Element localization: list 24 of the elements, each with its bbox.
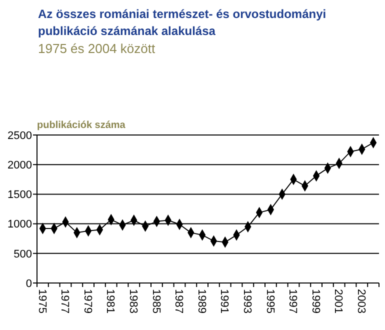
x-tick-label: 1977 — [58, 289, 71, 314]
x-tick-label: 2001 — [332, 289, 344, 314]
x-tick-label: 1991 — [218, 289, 230, 314]
chart-subtitle: 1975 és 2004 között — [38, 41, 156, 56]
x-tick-label: 1989 — [195, 289, 208, 314]
x-tick-label: 1975 — [36, 289, 48, 314]
chart-title: Az összes romániai természet- és orvostudományi publikáció számának alakulása — [38, 7, 326, 38]
x-tick-label: 1987 — [172, 289, 185, 314]
y-tick-label: 0 — [26, 278, 32, 290]
x-tick-label: 1981 — [104, 289, 116, 314]
x-tick-label: 1995 — [264, 289, 276, 314]
x-tick-label: 1985 — [150, 289, 162, 314]
y-tick-label: 500 — [14, 248, 32, 260]
y-tick-label: 2500 — [8, 130, 32, 142]
x-tick-label: 2003 — [355, 289, 368, 314]
x-tick-label: 1979 — [81, 289, 94, 314]
y-tick-label: 1500 — [8, 189, 32, 202]
x-tick-label: 1983 — [127, 289, 140, 314]
x-tick-label: 1997 — [286, 289, 299, 314]
y-tick-label: 1000 — [8, 218, 32, 231]
y-tick-label: 2000 — [8, 159, 32, 172]
x-tick-label: 1993 — [241, 289, 254, 314]
y-axis-title: publikációk száma — [37, 120, 126, 131]
x-tick-label: 1999 — [309, 289, 322, 314]
